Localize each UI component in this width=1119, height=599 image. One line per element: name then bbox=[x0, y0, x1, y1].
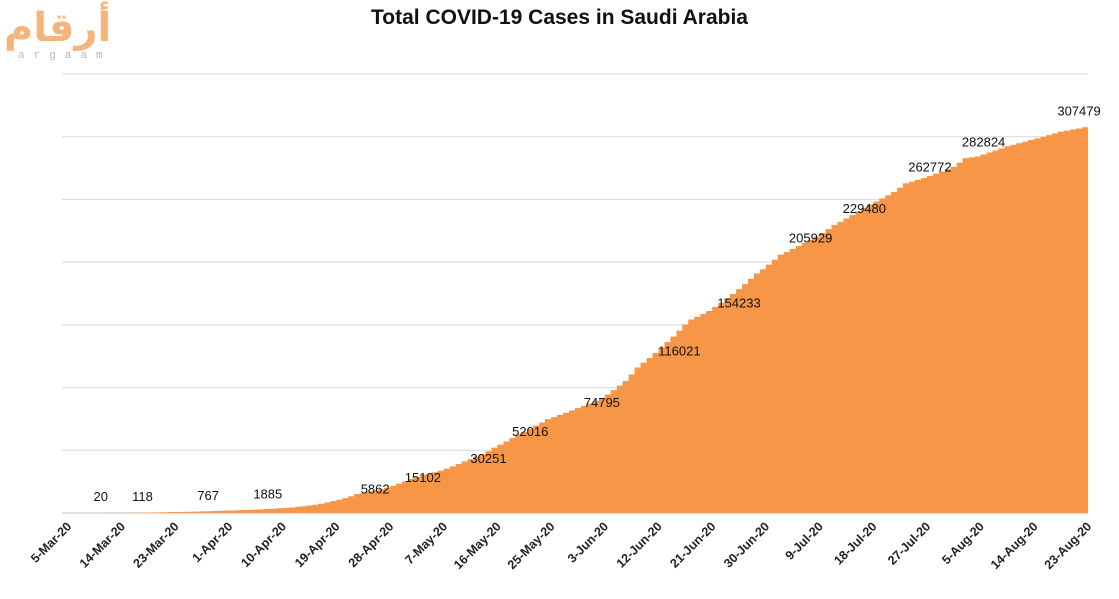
data-bar bbox=[730, 294, 737, 513]
data-bar bbox=[974, 156, 981, 513]
x-tick-label: 25-May-20 bbox=[505, 519, 558, 572]
data-label: 118 bbox=[132, 489, 153, 504]
x-tick-label: 21-Jun-20 bbox=[667, 519, 718, 570]
logo-arabic-text: أرقام bbox=[4, 6, 112, 50]
data-label: 1885 bbox=[253, 487, 282, 502]
data-bar bbox=[831, 225, 838, 514]
data-label: 5862 bbox=[361, 482, 390, 497]
chart-title: Total COVID-19 Cases in Saudi Arabia bbox=[371, 6, 748, 29]
data-label: 229480 bbox=[843, 201, 886, 216]
data-bar bbox=[1058, 131, 1065, 514]
data-label: 767 bbox=[197, 488, 219, 503]
data-label: 52016 bbox=[512, 424, 548, 439]
x-tick-label: 5-Mar-20 bbox=[28, 519, 74, 565]
x-axis: 5-Mar-20 14-Mar-20 23-Mar-20 1-Apr-20 10-Apr… bbox=[28, 519, 1094, 572]
logo-latin-text: argaam bbox=[18, 50, 112, 62]
data-label: 74795 bbox=[584, 395, 620, 410]
data-label: 116021 bbox=[658, 343, 700, 358]
data-label: 307479 bbox=[1057, 103, 1100, 118]
argaam-logo: أرقام argaam bbox=[4, 6, 154, 72]
data-bar bbox=[777, 254, 784, 513]
data-bar bbox=[545, 419, 552, 513]
data-bar bbox=[1028, 140, 1035, 513]
data-bar bbox=[1004, 146, 1011, 513]
data-label: 30251 bbox=[470, 451, 506, 466]
x-tick-label: 7-May-20 bbox=[402, 519, 450, 567]
x-tick-label: 5-Aug-20 bbox=[939, 519, 987, 567]
x-tick-label: 16-May-20 bbox=[451, 519, 504, 572]
data-bar bbox=[813, 236, 820, 513]
data-bar bbox=[867, 204, 874, 513]
data-label: 262772 bbox=[908, 159, 951, 174]
x-tick-label: 27-Jul-20 bbox=[885, 519, 933, 567]
data-bar bbox=[169, 512, 176, 513]
data-bar bbox=[1082, 127, 1088, 513]
data-label: 282824 bbox=[962, 134, 1005, 149]
data-bar bbox=[598, 398, 605, 513]
data-bar bbox=[682, 324, 689, 513]
data-bar bbox=[753, 273, 760, 513]
data-bar bbox=[384, 487, 391, 513]
data-bar bbox=[306, 505, 313, 513]
x-tick-label: 19-Apr-20 bbox=[292, 519, 343, 570]
data-bar bbox=[962, 158, 969, 513]
data-bar bbox=[437, 470, 444, 513]
data-bar bbox=[950, 166, 957, 513]
data-bar bbox=[622, 380, 629, 513]
data-bar bbox=[419, 475, 426, 513]
data-label: 20 bbox=[94, 489, 108, 504]
data-bar bbox=[276, 508, 283, 513]
x-tick-label: 23-Mar-20 bbox=[131, 519, 182, 570]
data-label: 154233 bbox=[717, 296, 760, 311]
data-labels: 20 118 767 1885 5862 15102 30251 52016 74795 1160… bbox=[94, 103, 1101, 504]
x-tick-label: 10-Apr-20 bbox=[238, 519, 289, 570]
x-tick-label: 9-Jul-20 bbox=[783, 519, 826, 562]
data-bar bbox=[706, 311, 713, 513]
x-tick-label: 18-Jul-20 bbox=[831, 519, 879, 567]
data-bar bbox=[569, 410, 575, 513]
data-bar bbox=[354, 494, 361, 513]
data-bar bbox=[652, 353, 659, 513]
x-tick-label: 12-Jun-20 bbox=[614, 519, 665, 570]
data-label: 15102 bbox=[405, 470, 441, 485]
x-tick-label: 14-Aug-20 bbox=[988, 519, 1041, 572]
data-bar bbox=[407, 479, 414, 513]
x-tick-label: 3-Jun-20 bbox=[565, 519, 611, 565]
x-tick-label: 30-Jun-20 bbox=[721, 519, 772, 570]
data-bar bbox=[688, 319, 695, 513]
data-bar bbox=[891, 192, 898, 513]
data-bar bbox=[491, 447, 498, 513]
data-bar bbox=[903, 183, 910, 513]
data-bar bbox=[920, 178, 927, 513]
x-tick-label: 1-Apr-20 bbox=[190, 519, 236, 565]
data-bar bbox=[223, 510, 230, 513]
data-bar bbox=[634, 367, 641, 513]
area-series bbox=[62, 127, 1088, 514]
data-bar bbox=[485, 451, 492, 513]
x-tick-label: 28-Apr-20 bbox=[346, 519, 397, 570]
data-label: 205929 bbox=[789, 231, 832, 246]
x-tick-label: 14-Mar-20 bbox=[77, 519, 128, 570]
data-bar bbox=[330, 501, 337, 513]
x-tick-label: 23-Aug-20 bbox=[1042, 519, 1095, 572]
data-bar bbox=[759, 269, 766, 513]
data-bar bbox=[515, 434, 522, 513]
data-bar bbox=[461, 461, 468, 513]
